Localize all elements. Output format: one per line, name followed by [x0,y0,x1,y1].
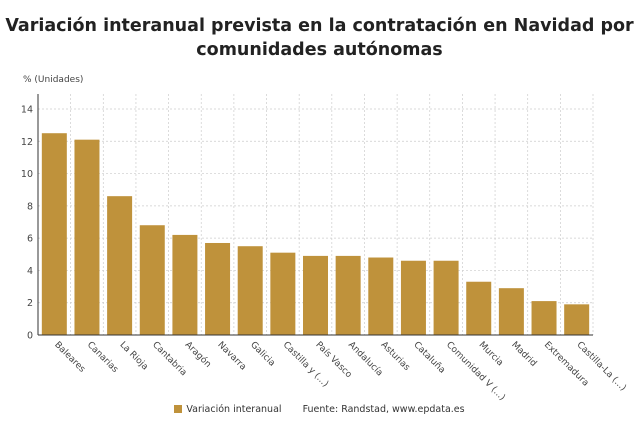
x-tick-label: La Rioja [117,340,149,372]
x-tick-label: Comunidad V (...) [444,340,507,403]
bar [139,225,165,335]
bar [368,257,394,335]
y-tick-label: 6 [27,234,33,245]
y-tick-label: 10 [21,169,33,180]
bar [433,260,459,335]
y-tick-label: 4 [27,266,33,277]
bar [335,255,361,335]
bar [107,196,133,335]
bar [41,133,67,335]
y-tick-label: 14 [21,105,33,116]
x-tick-label: Cataluña [411,340,447,376]
y-tick-label: 2 [27,298,33,309]
chart-title: Variación interanual prevista en la cont… [5,16,634,60]
y-tick-label: 0 [27,331,33,342]
x-tick-label: Baleares [52,340,87,375]
x-tick-label: Navarra [215,340,247,372]
bar [74,139,100,335]
bar [498,288,524,335]
y-tick-label: 12 [21,137,33,148]
x-tick-label: Aragón [183,339,214,370]
x-tick-label: Galicia [248,340,277,369]
source-text: Fuente: Randstad, www.epdata.es [302,404,465,415]
bar [237,246,263,335]
bar [531,301,557,335]
x-tick-label: Cantabria [150,340,188,378]
bar [400,260,426,335]
y-tick-label: 8 [27,201,33,212]
legend: Variación interanual Fuente: Randstad, w… [0,404,639,415]
x-tick-label: Murcia [477,340,505,368]
y-axis-label: % (Unidades) [23,75,84,85]
x-tick-label: Asturias [379,340,412,373]
bar [270,252,296,335]
bar [466,281,492,335]
x-tick-label: Canarias [85,340,120,375]
bar [564,304,590,335]
bar [205,242,231,335]
legend-swatch [174,405,183,413]
legend-label: Variación interanual [186,404,282,415]
x-tick-label: Madrid [509,340,538,369]
bar [172,234,198,335]
bar [303,255,328,335]
